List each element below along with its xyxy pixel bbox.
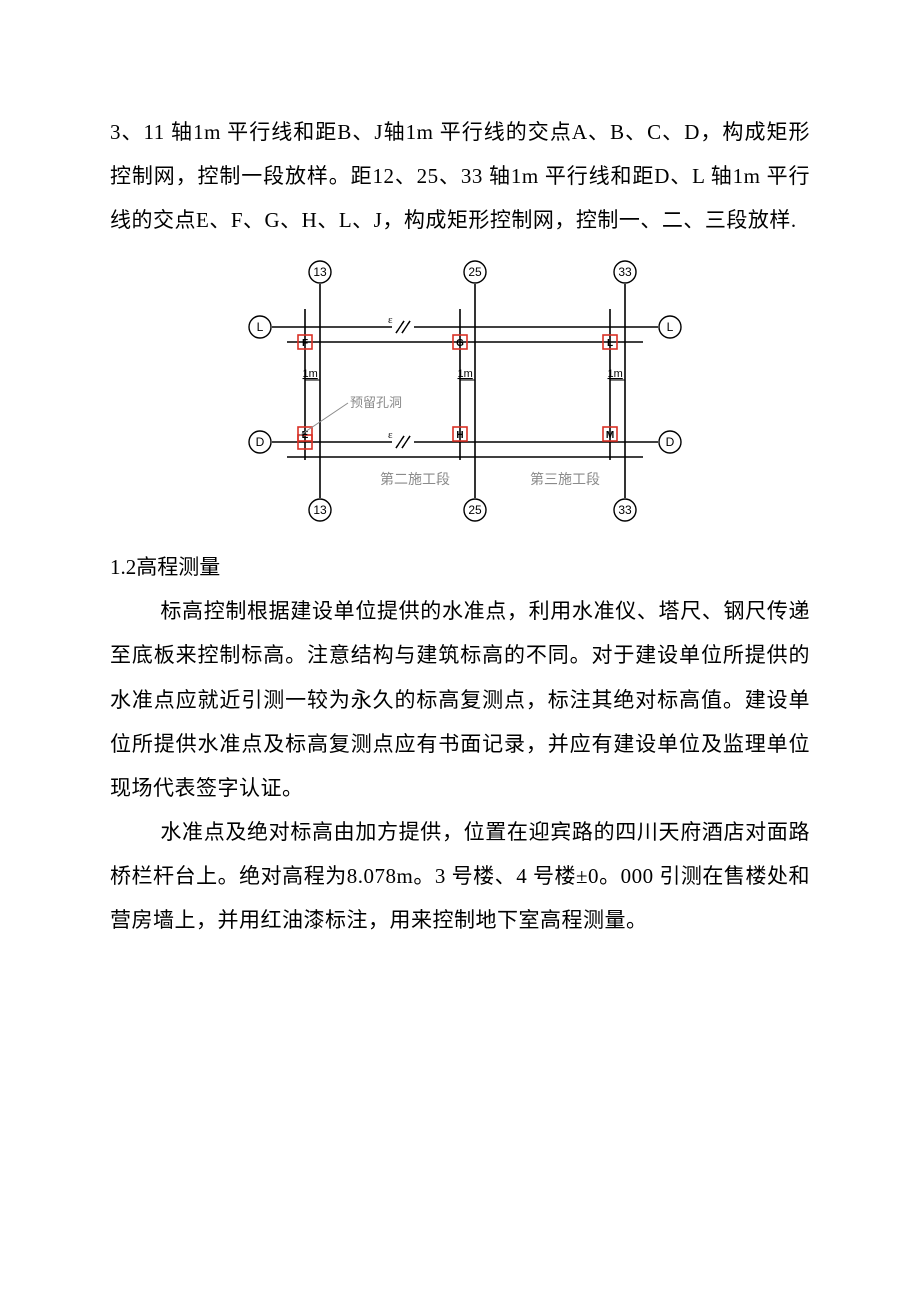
svg-text:13: 13: [313, 503, 327, 517]
control-grid-diagram: εε132533132533LLDDFGLEHM1m1m1m预留孔洞第二施工段第…: [230, 252, 690, 527]
section-heading: 1.2高程测量: [110, 545, 810, 589]
svg-text:H: H: [456, 430, 463, 441]
svg-text:G: G: [456, 338, 464, 349]
svg-text:F: F: [302, 338, 308, 349]
svg-text:预留孔洞: 预留孔洞: [350, 395, 402, 410]
svg-text:D: D: [666, 435, 675, 449]
svg-text:25: 25: [468, 265, 482, 279]
svg-text:1m: 1m: [608, 368, 623, 380]
svg-text:M: M: [606, 430, 614, 441]
svg-text:25: 25: [468, 503, 482, 517]
svg-text:1m: 1m: [458, 368, 473, 380]
svg-text:L: L: [257, 320, 264, 334]
paragraph-2: 标高控制根据建设单位提供的水准点，利用水准仪、塔尺、钢尺传递至底板来控制标高。注…: [110, 589, 810, 809]
svg-text:33: 33: [618, 503, 632, 517]
svg-text:1m: 1m: [303, 368, 318, 380]
svg-text:第三施工段: 第三施工段: [530, 471, 600, 488]
svg-text:L: L: [607, 338, 613, 349]
svg-text:33: 33: [618, 265, 632, 279]
svg-text:L: L: [667, 320, 674, 334]
svg-text:ε: ε: [388, 314, 393, 326]
svg-text:D: D: [256, 435, 265, 449]
svg-text:第二施工段: 第二施工段: [380, 471, 450, 488]
paragraph-1: 3、11 轴1m 平行线和距B、J轴1m 平行线的交点A、B、C、D，构成矩形控…: [110, 110, 810, 242]
svg-text:ε: ε: [388, 429, 393, 441]
diagram-container: εε132533132533LLDDFGLEHM1m1m1m预留孔洞第二施工段第…: [110, 252, 810, 527]
paragraph-3: 水准点及绝对标高由加方提供，位置在迎宾路的四川天府酒店对面路桥栏杆台上。绝对高程…: [110, 810, 810, 942]
svg-text:13: 13: [313, 265, 327, 279]
